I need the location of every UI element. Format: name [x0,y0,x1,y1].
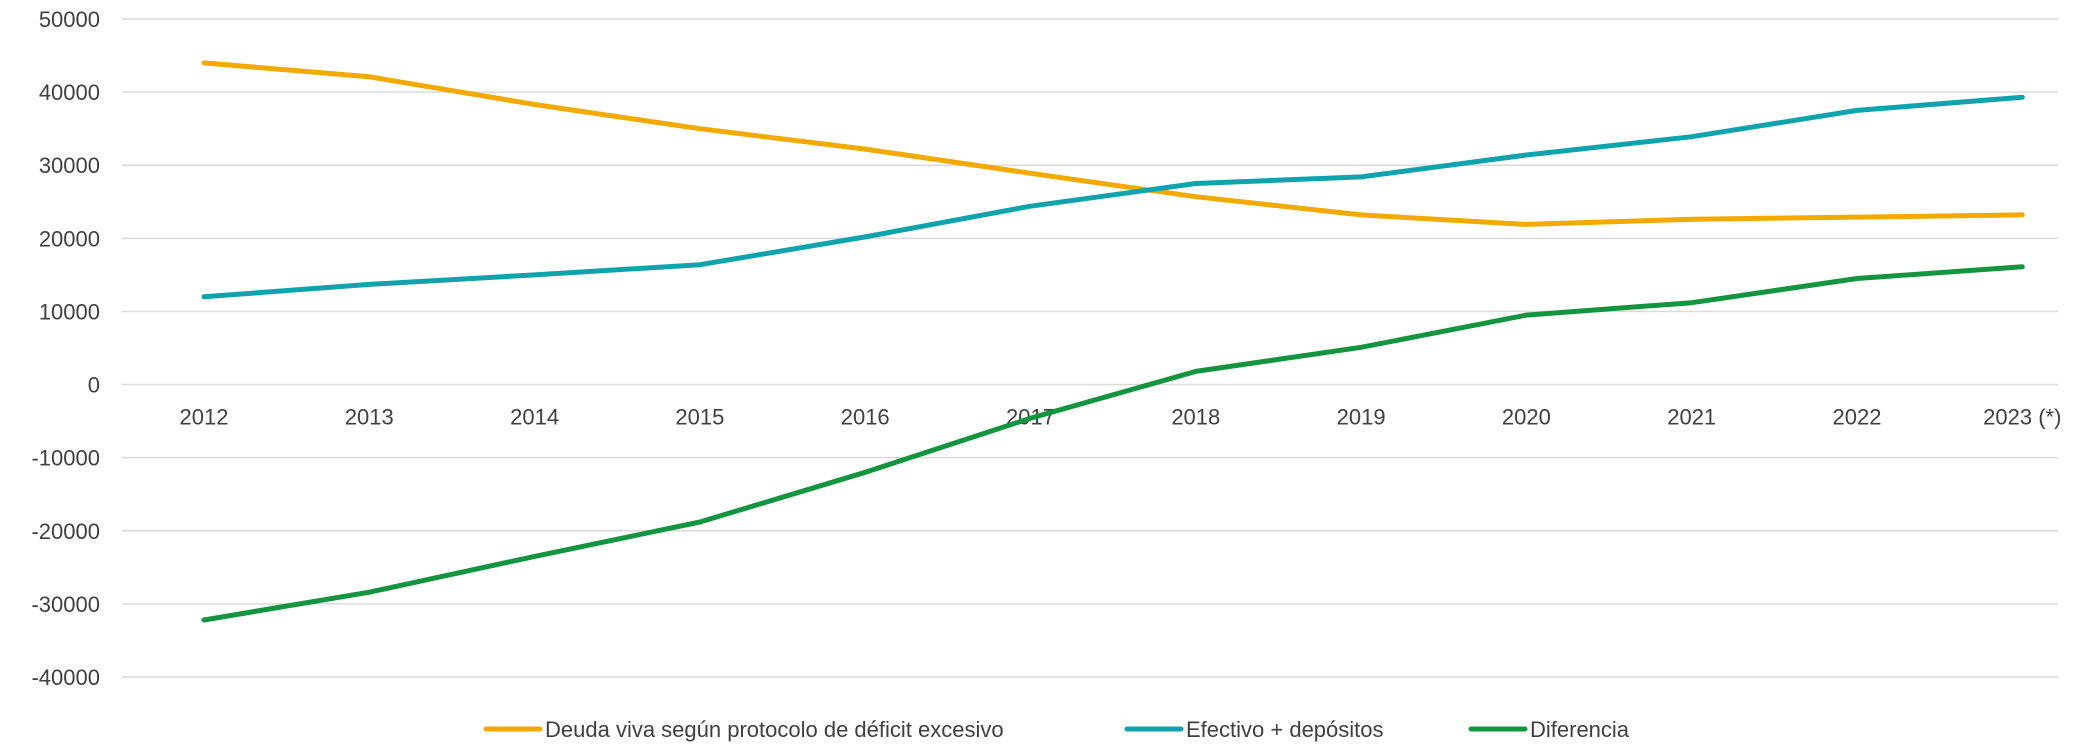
y-tick-label: 40000 [39,80,100,105]
y-tick-label: -40000 [31,665,100,690]
series-line-3 [201,264,2025,623]
series-lines [201,60,2025,623]
y-tick-label: 10000 [39,299,100,324]
x-tick-label: 2016 [841,405,890,430]
gridlines [122,18,2058,678]
series-line-2 [201,94,2025,300]
x-tick-label: 2021 [1667,405,1716,430]
y-tick-label: -10000 [31,446,100,471]
x-tick-label: 2014 [510,405,559,430]
x-tick-label: 2013 [345,405,394,430]
x-tick-label: 2020 [1502,405,1551,430]
x-tick-label: 2015 [675,405,724,430]
series-line-1 [201,60,2025,227]
x-tick-label: 2019 [1337,405,1386,430]
legend-label: Deuda viva según protocolo de déficit ex… [545,717,1004,742]
y-tick-label: 20000 [39,226,100,251]
x-tick-label: 2012 [180,405,229,430]
y-tick-label: 50000 [39,7,100,32]
x-tick-label: 2022 [1833,405,1882,430]
x-tick-label: 2018 [1171,405,1220,430]
legend-label: Efectivo + depósitos [1186,717,1384,742]
legend: Deuda viva según protocolo de déficit ex… [483,717,1630,742]
y-tick-label: -20000 [31,519,100,544]
y-tick-label: 30000 [39,153,100,178]
legend-label: Diferencia [1530,717,1630,742]
x-axis-ticks: 2012 2013 2014 2015 2016 2017 2018 2019 2020 2021… [180,405,2062,430]
y-tick-label: 0 [88,373,100,398]
x-tick-label: 2023 (*) [1983,405,2061,430]
y-tick-label: -30000 [31,592,100,617]
y-axis-ticks: 50000 40000 30000 20000 10000 0 -10000 -20000 -3… [31,7,100,690]
